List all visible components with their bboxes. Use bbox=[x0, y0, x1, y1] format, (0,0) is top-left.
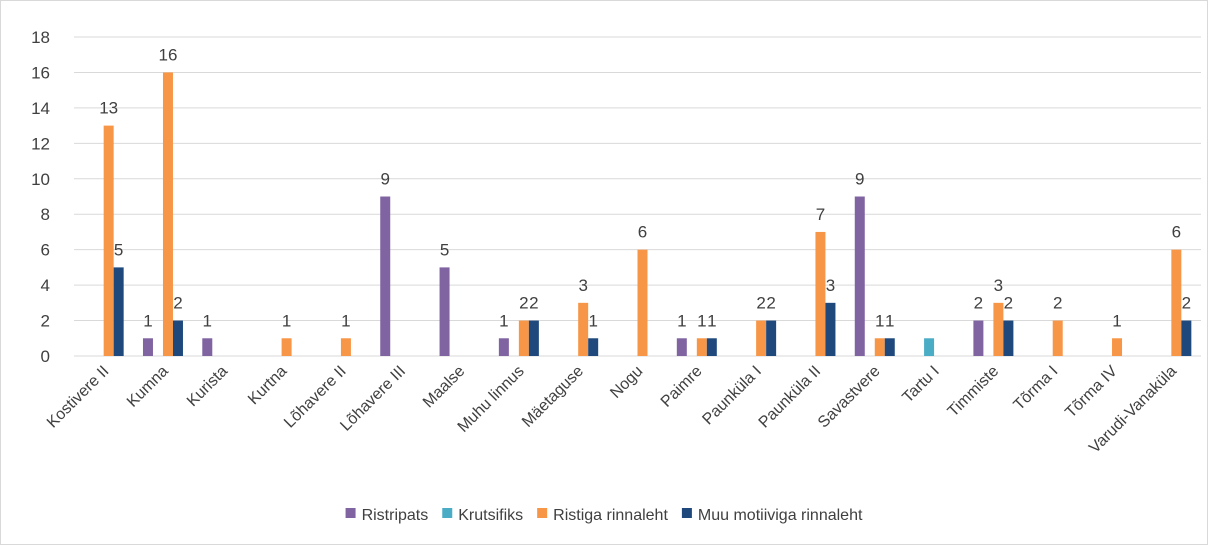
data-label: 9 bbox=[381, 170, 390, 189]
y-tick-label: 6 bbox=[41, 241, 50, 260]
data-label: 9 bbox=[855, 170, 864, 189]
data-label: 1 bbox=[885, 311, 894, 330]
bar bbox=[696, 338, 707, 356]
bar bbox=[756, 320, 767, 356]
data-label: 1 bbox=[707, 311, 716, 330]
bar bbox=[281, 338, 292, 356]
data-label: 2 bbox=[519, 294, 528, 313]
data-label: 1 bbox=[875, 311, 884, 330]
bar bbox=[1112, 338, 1123, 356]
bar bbox=[706, 338, 717, 356]
data-label: 1 bbox=[143, 311, 152, 330]
bar bbox=[924, 338, 935, 356]
legend-label: Ristripats bbox=[362, 507, 429, 524]
data-label: 2 bbox=[1004, 294, 1013, 313]
data-label: 3 bbox=[994, 276, 1003, 295]
data-label: 1 bbox=[677, 311, 686, 330]
data-label: 1 bbox=[499, 311, 508, 330]
bar bbox=[498, 338, 509, 356]
y-tick-label: 0 bbox=[41, 347, 50, 366]
bar bbox=[588, 338, 599, 356]
legend-swatch bbox=[537, 508, 548, 518]
bar bbox=[578, 302, 589, 356]
legend-swatch bbox=[442, 508, 453, 518]
bar bbox=[874, 338, 885, 356]
data-label: 6 bbox=[638, 223, 647, 242]
bar bbox=[1003, 320, 1014, 356]
bar bbox=[1052, 320, 1063, 356]
data-label: 1 bbox=[341, 311, 350, 330]
y-tick-label: 14 bbox=[31, 99, 50, 118]
data-label: 2 bbox=[756, 294, 765, 313]
bar bbox=[380, 196, 391, 356]
legend-label: Krutsifiks bbox=[458, 507, 523, 524]
data-label: 3 bbox=[578, 276, 587, 295]
data-label: 3 bbox=[826, 276, 835, 295]
legend-label: Ristiga rinnaleht bbox=[553, 507, 668, 524]
bar bbox=[1181, 320, 1192, 356]
data-label: 16 bbox=[159, 45, 178, 64]
bar bbox=[518, 320, 529, 356]
data-label: 2 bbox=[974, 294, 983, 313]
legend-label: Muu motiiviga rinnaleht bbox=[698, 507, 863, 524]
data-label: 2 bbox=[766, 294, 775, 313]
bar bbox=[637, 249, 648, 356]
bar bbox=[172, 320, 183, 356]
bar bbox=[162, 72, 173, 356]
data-label: 1 bbox=[588, 311, 597, 330]
data-label: 1 bbox=[697, 311, 706, 330]
data-label: 2 bbox=[1182, 294, 1191, 313]
legend-swatch bbox=[681, 508, 692, 518]
data-label: 7 bbox=[816, 205, 825, 224]
bar bbox=[993, 302, 1004, 356]
bar bbox=[1171, 249, 1182, 356]
bar bbox=[825, 302, 836, 356]
y-tick-label: 8 bbox=[41, 205, 50, 224]
bar bbox=[973, 320, 984, 356]
bar bbox=[676, 338, 687, 356]
bar bbox=[142, 338, 153, 356]
data-label: 5 bbox=[440, 240, 449, 259]
data-label: 2 bbox=[1053, 294, 1062, 313]
data-label: 2 bbox=[529, 294, 538, 313]
y-tick-label: 18 bbox=[31, 28, 50, 47]
bar bbox=[884, 338, 895, 356]
y-tick-label: 16 bbox=[31, 63, 50, 82]
data-label: 1 bbox=[1112, 311, 1121, 330]
bar bbox=[439, 267, 450, 356]
data-label: 13 bbox=[99, 99, 118, 118]
bar bbox=[340, 338, 351, 356]
bar bbox=[103, 125, 114, 356]
data-label: 1 bbox=[203, 311, 212, 330]
bar bbox=[113, 267, 124, 356]
data-label: 2 bbox=[173, 294, 182, 313]
bar bbox=[815, 231, 826, 356]
y-tick-label: 4 bbox=[41, 276, 50, 295]
legend-swatch bbox=[345, 508, 356, 518]
bar bbox=[854, 196, 865, 356]
bar bbox=[202, 338, 213, 356]
data-label: 1 bbox=[282, 311, 291, 330]
y-tick-label: 10 bbox=[31, 170, 50, 189]
y-tick-label: 2 bbox=[41, 312, 50, 331]
y-tick-label: 12 bbox=[31, 134, 50, 153]
data-label: 5 bbox=[114, 240, 123, 259]
bar bbox=[528, 320, 539, 356]
bar bbox=[766, 320, 777, 356]
data-label: 6 bbox=[1172, 223, 1181, 242]
